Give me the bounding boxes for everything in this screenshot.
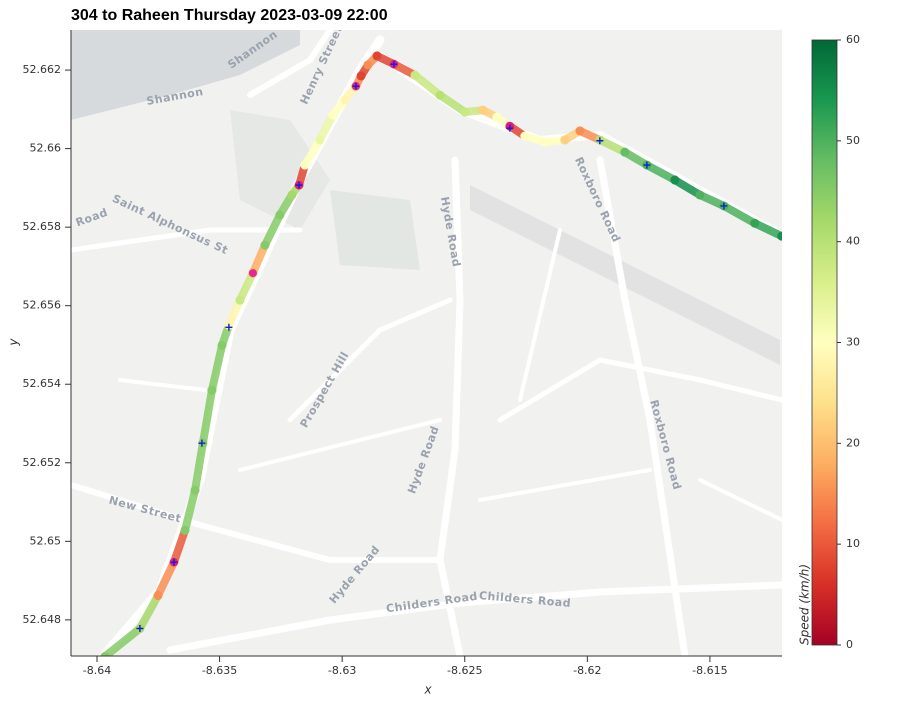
x-tick-label: -8.615 bbox=[692, 664, 727, 677]
colorbar bbox=[811, 39, 838, 646]
position-marker bbox=[170, 558, 178, 566]
position-marker bbox=[390, 60, 398, 68]
colorbar-tick-label: 0 bbox=[846, 638, 853, 651]
route-segment bbox=[169, 526, 190, 567]
route-point bbox=[235, 295, 245, 305]
y-tick-label: 52.656 bbox=[23, 299, 62, 312]
route-point bbox=[575, 126, 585, 136]
position-marker bbox=[198, 439, 206, 447]
position-marker bbox=[225, 323, 233, 331]
route-segment bbox=[750, 219, 782, 241]
route-point bbox=[777, 231, 782, 241]
x-axis-label: x bbox=[423, 683, 432, 697]
position-marker bbox=[506, 124, 514, 132]
route-point bbox=[410, 70, 420, 80]
route-point bbox=[153, 591, 163, 601]
chart-title: 304 to Raheen Thursday 2023-03-09 22:00 bbox=[71, 7, 388, 24]
railway bbox=[470, 185, 780, 365]
route-point bbox=[750, 218, 760, 228]
x-tick-label: -8.625 bbox=[447, 664, 482, 677]
route-segment bbox=[135, 591, 163, 633]
position-marker bbox=[136, 625, 144, 633]
route-point bbox=[190, 485, 200, 495]
route-segment bbox=[670, 176, 704, 199]
x-tick-label: -8.62 bbox=[573, 664, 601, 677]
colorbar-label: Speed (km/h) bbox=[798, 564, 812, 645]
colorbar-tick-label: 60 bbox=[846, 33, 860, 46]
route-segment bbox=[101, 624, 144, 656]
route-segment bbox=[435, 91, 469, 117]
route-segment bbox=[410, 71, 444, 100]
route-point bbox=[300, 160, 310, 170]
position-marker bbox=[643, 161, 651, 169]
route-segment bbox=[181, 486, 200, 535]
route-segment bbox=[595, 135, 629, 157]
x-tick-label: -8.63 bbox=[328, 664, 356, 677]
stop-marker bbox=[248, 269, 257, 278]
colorbar-tick-label: 40 bbox=[846, 235, 860, 248]
route-point bbox=[363, 60, 373, 70]
route-segment bbox=[154, 558, 178, 600]
route-point bbox=[695, 190, 705, 200]
route-point bbox=[100, 651, 110, 656]
y-tick-label: 52.652 bbox=[23, 456, 62, 469]
route-segment bbox=[300, 135, 324, 170]
route-point bbox=[287, 190, 297, 200]
route-segment bbox=[248, 241, 269, 278]
route-segment bbox=[235, 269, 257, 305]
map-background bbox=[71, 30, 782, 656]
position-marker bbox=[352, 82, 360, 90]
y-tick-label: 52.654 bbox=[23, 377, 62, 390]
river bbox=[71, 30, 300, 120]
position-marker bbox=[596, 137, 604, 145]
colorbar-tick-label: 10 bbox=[846, 537, 860, 550]
y-tick-label: 52.66 bbox=[30, 142, 62, 155]
position-marker bbox=[720, 202, 728, 210]
route-point bbox=[217, 340, 227, 350]
y-tick-label: 52.662 bbox=[23, 63, 62, 76]
x-tick-label: -8.635 bbox=[202, 664, 237, 677]
route-point bbox=[328, 110, 338, 120]
x-tick-label: -8.64 bbox=[83, 664, 111, 677]
route-point bbox=[670, 175, 680, 185]
route-segment bbox=[719, 201, 759, 228]
route-segment bbox=[198, 386, 216, 448]
route-segment bbox=[224, 296, 244, 330]
park bbox=[330, 190, 420, 270]
route-point bbox=[340, 95, 350, 105]
route-point bbox=[435, 90, 445, 100]
route-point bbox=[260, 240, 270, 250]
y-axis-label: y bbox=[7, 338, 21, 347]
block bbox=[230, 110, 330, 230]
route-segment bbox=[315, 111, 337, 144]
route-point bbox=[460, 107, 470, 117]
route-segment bbox=[260, 210, 284, 250]
route-segment bbox=[642, 161, 679, 185]
route-segment bbox=[191, 439, 207, 495]
route-point bbox=[372, 51, 382, 61]
route-point bbox=[560, 135, 570, 145]
route-point bbox=[275, 210, 285, 220]
route-point bbox=[356, 71, 366, 81]
route-point bbox=[492, 112, 502, 122]
y-tick-label: 52.648 bbox=[23, 613, 62, 626]
route-segment bbox=[207, 341, 227, 395]
y-tick-label: 52.65 bbox=[30, 534, 62, 547]
route-point bbox=[207, 385, 217, 395]
route-point bbox=[520, 131, 530, 141]
route-point bbox=[620, 147, 630, 157]
route-point bbox=[478, 105, 488, 115]
colorbar-tick-label: 30 bbox=[846, 336, 860, 349]
position-marker bbox=[295, 181, 303, 189]
route-point bbox=[540, 137, 550, 147]
colorbar-tick-label: 50 bbox=[846, 134, 860, 147]
route-point bbox=[180, 525, 190, 535]
route-point bbox=[315, 135, 325, 145]
y-tick-label: 52.658 bbox=[23, 220, 62, 233]
colorbar-tick-label: 20 bbox=[846, 436, 860, 449]
